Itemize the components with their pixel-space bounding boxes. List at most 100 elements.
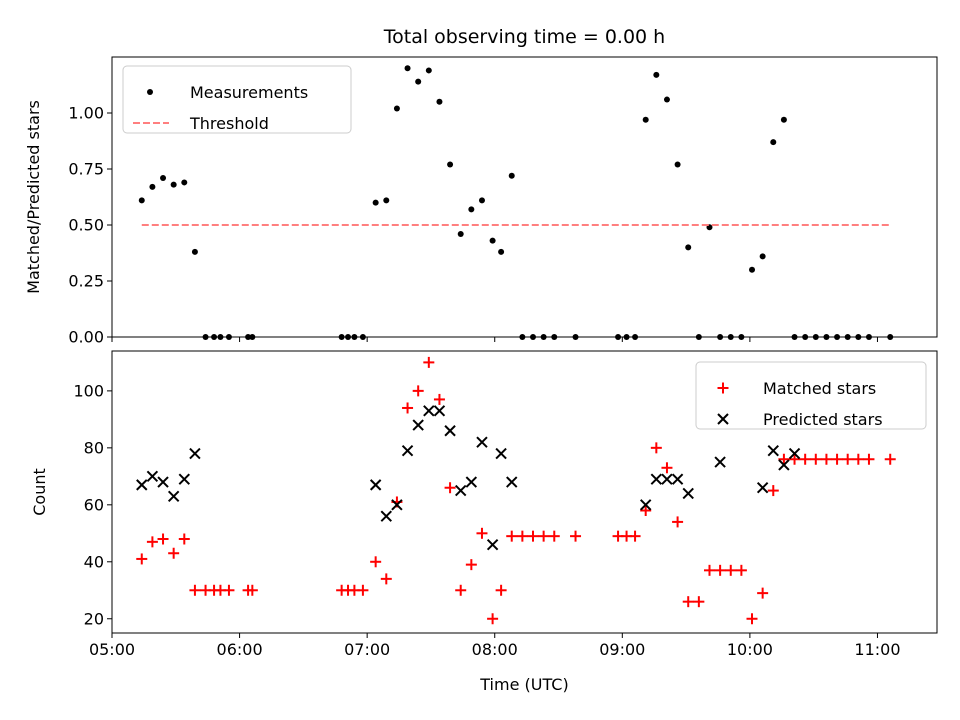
predicted-star-marker <box>778 459 790 471</box>
matched-star-marker <box>767 485 779 497</box>
measurement-point <box>393 105 400 112</box>
legend-measurement-swatch <box>147 89 153 95</box>
matched-star-marker <box>223 584 235 596</box>
measurement-point <box>425 67 432 74</box>
matched-star-marker <box>820 453 832 465</box>
predicted-star-marker <box>650 473 663 485</box>
measurement-point <box>160 174 167 181</box>
measurement-point <box>642 116 649 123</box>
predicted-star-marker <box>455 484 467 497</box>
matched-star-marker <box>629 530 641 542</box>
measurement-point <box>759 253 766 260</box>
matched-star-marker <box>714 564 726 576</box>
matched-star-marker <box>746 613 758 625</box>
measurement-point <box>191 248 198 255</box>
predicted-star-marker <box>486 538 499 551</box>
measurement-point <box>457 230 464 237</box>
measurement-point <box>468 206 475 213</box>
matched-star-marker <box>672 516 684 528</box>
matched-star-marker <box>495 584 507 596</box>
matched-star-marker <box>178 533 190 545</box>
legend-label: Predicted stars <box>763 410 883 429</box>
matched-star-marker <box>412 385 424 397</box>
matched-star-marker <box>799 453 811 465</box>
x-axis-label: Time (UTC) <box>479 675 568 694</box>
legend-items-count: Matched stars Predicted stars <box>717 379 883 429</box>
matched-star-marker <box>735 564 747 576</box>
measurement-point <box>685 244 692 251</box>
legend-matched-swatch <box>717 382 729 394</box>
measurement-point <box>663 96 670 103</box>
legend-label: Measurements <box>190 83 308 102</box>
predicted-star-marker <box>178 473 191 485</box>
matched-star-marker <box>380 573 392 585</box>
matched-star-marker <box>506 530 518 542</box>
predicted-star-marker <box>167 490 180 502</box>
predicted-star-marker <box>639 499 652 511</box>
x-tick-label: 06:00 <box>217 640 263 659</box>
predicted-star-marker <box>412 419 424 431</box>
matched-star-marker <box>487 613 499 625</box>
y-tick-label: 1.00 <box>68 104 104 123</box>
measurement-point <box>674 161 681 168</box>
measurement-point <box>372 199 379 206</box>
predicted-star-marker <box>401 444 414 457</box>
matched-star-marker <box>778 453 790 465</box>
y-tick-label: 40 <box>84 552 104 571</box>
measurement-point <box>780 116 787 123</box>
matched-star-marker <box>789 453 801 465</box>
measurement-point <box>138 197 145 204</box>
measurement-point <box>489 237 496 244</box>
predicted-star-marker <box>423 405 435 417</box>
matched-star-marker <box>703 564 715 576</box>
plot-frame-ratio <box>111 56 938 338</box>
matched-star-marker <box>757 587 769 599</box>
matched-star-marker <box>661 462 673 474</box>
predicted-star-marker <box>157 476 169 488</box>
matched-star-marker <box>189 584 201 596</box>
y-tick-label: 100 <box>73 381 104 400</box>
x-tick-label: 05:00 <box>89 640 135 659</box>
matched-star-marker <box>357 584 369 596</box>
predicted-star-marker <box>506 476 518 488</box>
y-tick-label: 0.75 <box>68 160 104 179</box>
matched-star-marker <box>538 530 550 542</box>
measurement-point <box>653 71 660 78</box>
measurement-point <box>404 65 411 72</box>
predicted-star-marker <box>661 473 673 485</box>
matched-star-marker <box>852 453 864 465</box>
x-ticks-count: 05:00 06:00 07:00 08:00 09:00 10:00 11:00 <box>89 633 901 659</box>
matched-star-marker <box>433 393 445 405</box>
legend-items-ratio: Measurements Threshold <box>133 83 308 133</box>
predicted-star-marker <box>433 405 446 417</box>
matched-star-marker <box>146 536 158 548</box>
chart-title: Total observing time = 0.00 h <box>383 26 665 48</box>
measurement-point <box>498 248 505 255</box>
measurement-point <box>170 181 177 188</box>
predicted-star-marker <box>756 482 769 494</box>
measurement-point <box>415 78 422 85</box>
legend-count: Matched stars Predicted stars <box>695 361 927 430</box>
measurement-point <box>770 139 777 146</box>
y-tick-label: 80 <box>84 438 104 457</box>
x-tick-label: 10:00 <box>727 640 773 659</box>
predicted-star-marker <box>495 447 507 460</box>
predicted-star-marker <box>146 470 159 483</box>
measurement-point <box>181 179 188 186</box>
matched-star-marker <box>455 584 467 596</box>
matched-star-marker <box>650 442 662 454</box>
matched-star-marker <box>527 530 539 542</box>
predicted-star-marker <box>767 444 779 457</box>
predicted-star-marker <box>189 447 201 460</box>
legend-label: Threshold <box>189 114 269 133</box>
predicted-star-marker <box>465 476 478 488</box>
y-tick-label: 60 <box>84 495 104 514</box>
predicted-star-marker <box>380 510 392 522</box>
predicted-star-marker <box>476 436 488 448</box>
ratio-panel: Total observing time = 0.00 h Matched/Pr… <box>24 26 938 347</box>
matched-star-marker <box>168 547 180 559</box>
matched-star-marker <box>682 596 694 608</box>
measurement-point <box>749 266 756 273</box>
matched-star-marker <box>157 533 169 545</box>
